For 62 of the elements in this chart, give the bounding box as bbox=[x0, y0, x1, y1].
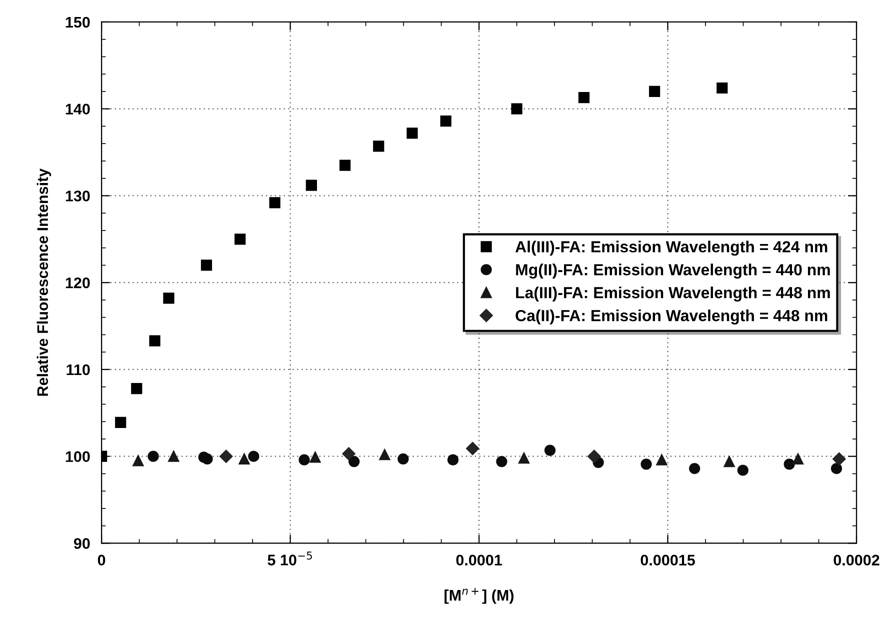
point bbox=[348, 456, 360, 468]
point bbox=[342, 447, 356, 460]
legend-label: La(III)-FA: Emission Wavelength = 448 nm bbox=[516, 286, 830, 302]
point bbox=[511, 103, 522, 114]
point bbox=[379, 449, 390, 460]
point bbox=[148, 450, 159, 462]
x-tick-label: 0.0002 bbox=[834, 554, 880, 566]
point bbox=[298, 454, 310, 466]
y-tick-label: 150 bbox=[66, 16, 90, 28]
point bbox=[149, 335, 160, 346]
point bbox=[496, 456, 508, 468]
y-tick-label: 100 bbox=[66, 451, 90, 462]
point bbox=[269, 197, 280, 208]
point bbox=[689, 462, 700, 474]
point bbox=[518, 452, 530, 464]
point bbox=[115, 416, 126, 428]
point bbox=[406, 128, 418, 139]
point bbox=[544, 444, 556, 456]
point bbox=[310, 452, 321, 463]
point bbox=[784, 458, 795, 470]
point bbox=[640, 458, 652, 470]
legend-label: Ca(II)-FA: Emission Wavelength = 448 nm bbox=[516, 310, 828, 324]
y-tick-label: 110 bbox=[66, 364, 90, 376]
point bbox=[832, 452, 846, 466]
point bbox=[373, 140, 384, 152]
point bbox=[131, 383, 142, 394]
point bbox=[163, 292, 174, 304]
x-axis-title: [M$^{n+}$] (M) bbox=[444, 588, 514, 604]
y-tick-label: 130 bbox=[66, 190, 90, 202]
point bbox=[830, 462, 842, 474]
point bbox=[792, 453, 804, 465]
point bbox=[202, 453, 213, 465]
point bbox=[724, 456, 735, 468]
x-tick-label: 5 10$^{−5}$ bbox=[268, 552, 312, 566]
point bbox=[200, 260, 212, 271]
y-tick-label: 90 bbox=[74, 538, 90, 549]
x-tick-label: 0 bbox=[98, 554, 106, 566]
point bbox=[398, 453, 409, 465]
point bbox=[220, 450, 233, 463]
point bbox=[339, 160, 351, 171]
point bbox=[737, 464, 748, 476]
point bbox=[578, 92, 590, 104]
legend-label: Al(III)-FA: Emission Wavelength = 424 nm bbox=[515, 240, 828, 256]
point bbox=[466, 442, 480, 456]
x-tick-label: 0.00015 bbox=[640, 554, 695, 566]
x-tick-label: 0.0001 bbox=[456, 554, 502, 566]
legend-label: Mg(II)-FA: Emission Wavelength = 440 nm bbox=[516, 264, 830, 279]
point bbox=[588, 450, 601, 463]
y-axis-title: Relative Fluorescence Intensity bbox=[36, 168, 52, 396]
point bbox=[306, 180, 317, 191]
y-tick-label: 120 bbox=[66, 277, 90, 288]
point bbox=[649, 86, 660, 98]
point bbox=[248, 450, 260, 462]
point bbox=[168, 450, 180, 462]
point bbox=[656, 454, 668, 466]
point bbox=[447, 454, 459, 466]
point bbox=[440, 115, 452, 127]
point bbox=[132, 455, 144, 466]
point bbox=[234, 234, 246, 245]
point bbox=[716, 82, 728, 94]
point bbox=[238, 453, 250, 465]
y-tick-label: 140 bbox=[66, 104, 90, 115]
